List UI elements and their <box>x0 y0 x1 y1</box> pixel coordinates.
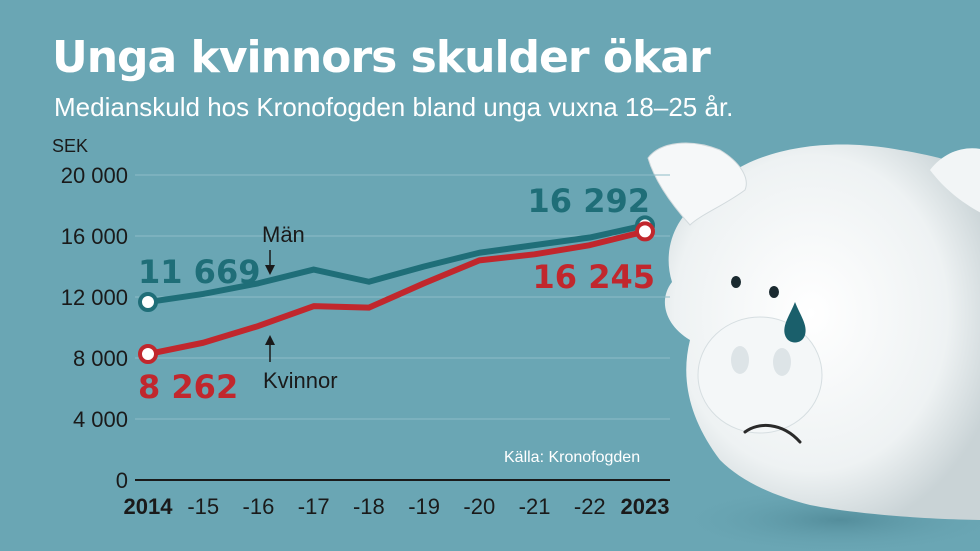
x-tick-label: -18 <box>353 494 385 519</box>
x-tick-label: -21 <box>519 494 551 519</box>
source-label: Källa: Kronofogden <box>504 449 640 466</box>
y-tick-label: 0 <box>116 468 128 493</box>
y-axis-ticks: 0 4 000 8 000 12 000 16 000 20 000 <box>61 163 128 493</box>
annotation-kvinnor-arrowhead <box>265 335 275 345</box>
annotation-man-arrowhead <box>265 265 275 275</box>
series-endpoint-marker <box>635 221 655 242</box>
x-tick-label: -16 <box>243 494 275 519</box>
annotation-man-label: Män <box>262 222 305 247</box>
series-line-kvinnor <box>145 228 648 358</box>
x-tick-label: -15 <box>187 494 219 519</box>
y-tick-label: 12 000 <box>61 285 128 310</box>
y-axis-unit-label: SEK <box>52 136 88 156</box>
label-kvinnor-end: 16 245 <box>533 258 655 296</box>
x-tick-label: 2023 <box>621 494 670 519</box>
x-tick-label: -22 <box>574 494 606 519</box>
annotation-kvinnor: Kvinnor <box>263 335 338 393</box>
y-tick-label: 20 000 <box>61 163 128 188</box>
annotation-kvinnor-label: Kvinnor <box>263 368 338 393</box>
y-tick-label: 16 000 <box>61 224 128 249</box>
x-axis-ticks: 2014 -15 -16 -17 -18 -19 -20 -21 -22 2023 <box>124 494 670 519</box>
x-tick-label: -19 <box>408 494 440 519</box>
series-line-man <box>145 222 648 306</box>
label-man-start: 11 669 <box>138 253 260 291</box>
x-tick-label: -20 <box>463 494 495 519</box>
y-tick-label: 8 000 <box>73 346 128 371</box>
value-labels: 11 669 16 292 8 262 16 245 <box>138 182 655 406</box>
series-endpoint-marker <box>138 344 158 365</box>
series-group <box>138 215 655 365</box>
y-tick-label: 4 000 <box>73 407 128 432</box>
series-endpoint-marker <box>138 292 158 313</box>
label-man-end: 16 292 <box>528 182 650 220</box>
chart-subtitle: Medianskuld hos Kronofogden bland unga v… <box>54 92 734 122</box>
x-tick-label: -17 <box>298 494 330 519</box>
x-tick-label: 2014 <box>124 494 174 519</box>
piggy-bank-illustration <box>647 142 980 551</box>
annotation-man: Män <box>262 222 305 275</box>
gridlines <box>135 174 670 420</box>
label-kvinnor-start: 8 262 <box>138 368 238 406</box>
chart-title: Unga kvinnors skulder ökar <box>52 32 711 83</box>
